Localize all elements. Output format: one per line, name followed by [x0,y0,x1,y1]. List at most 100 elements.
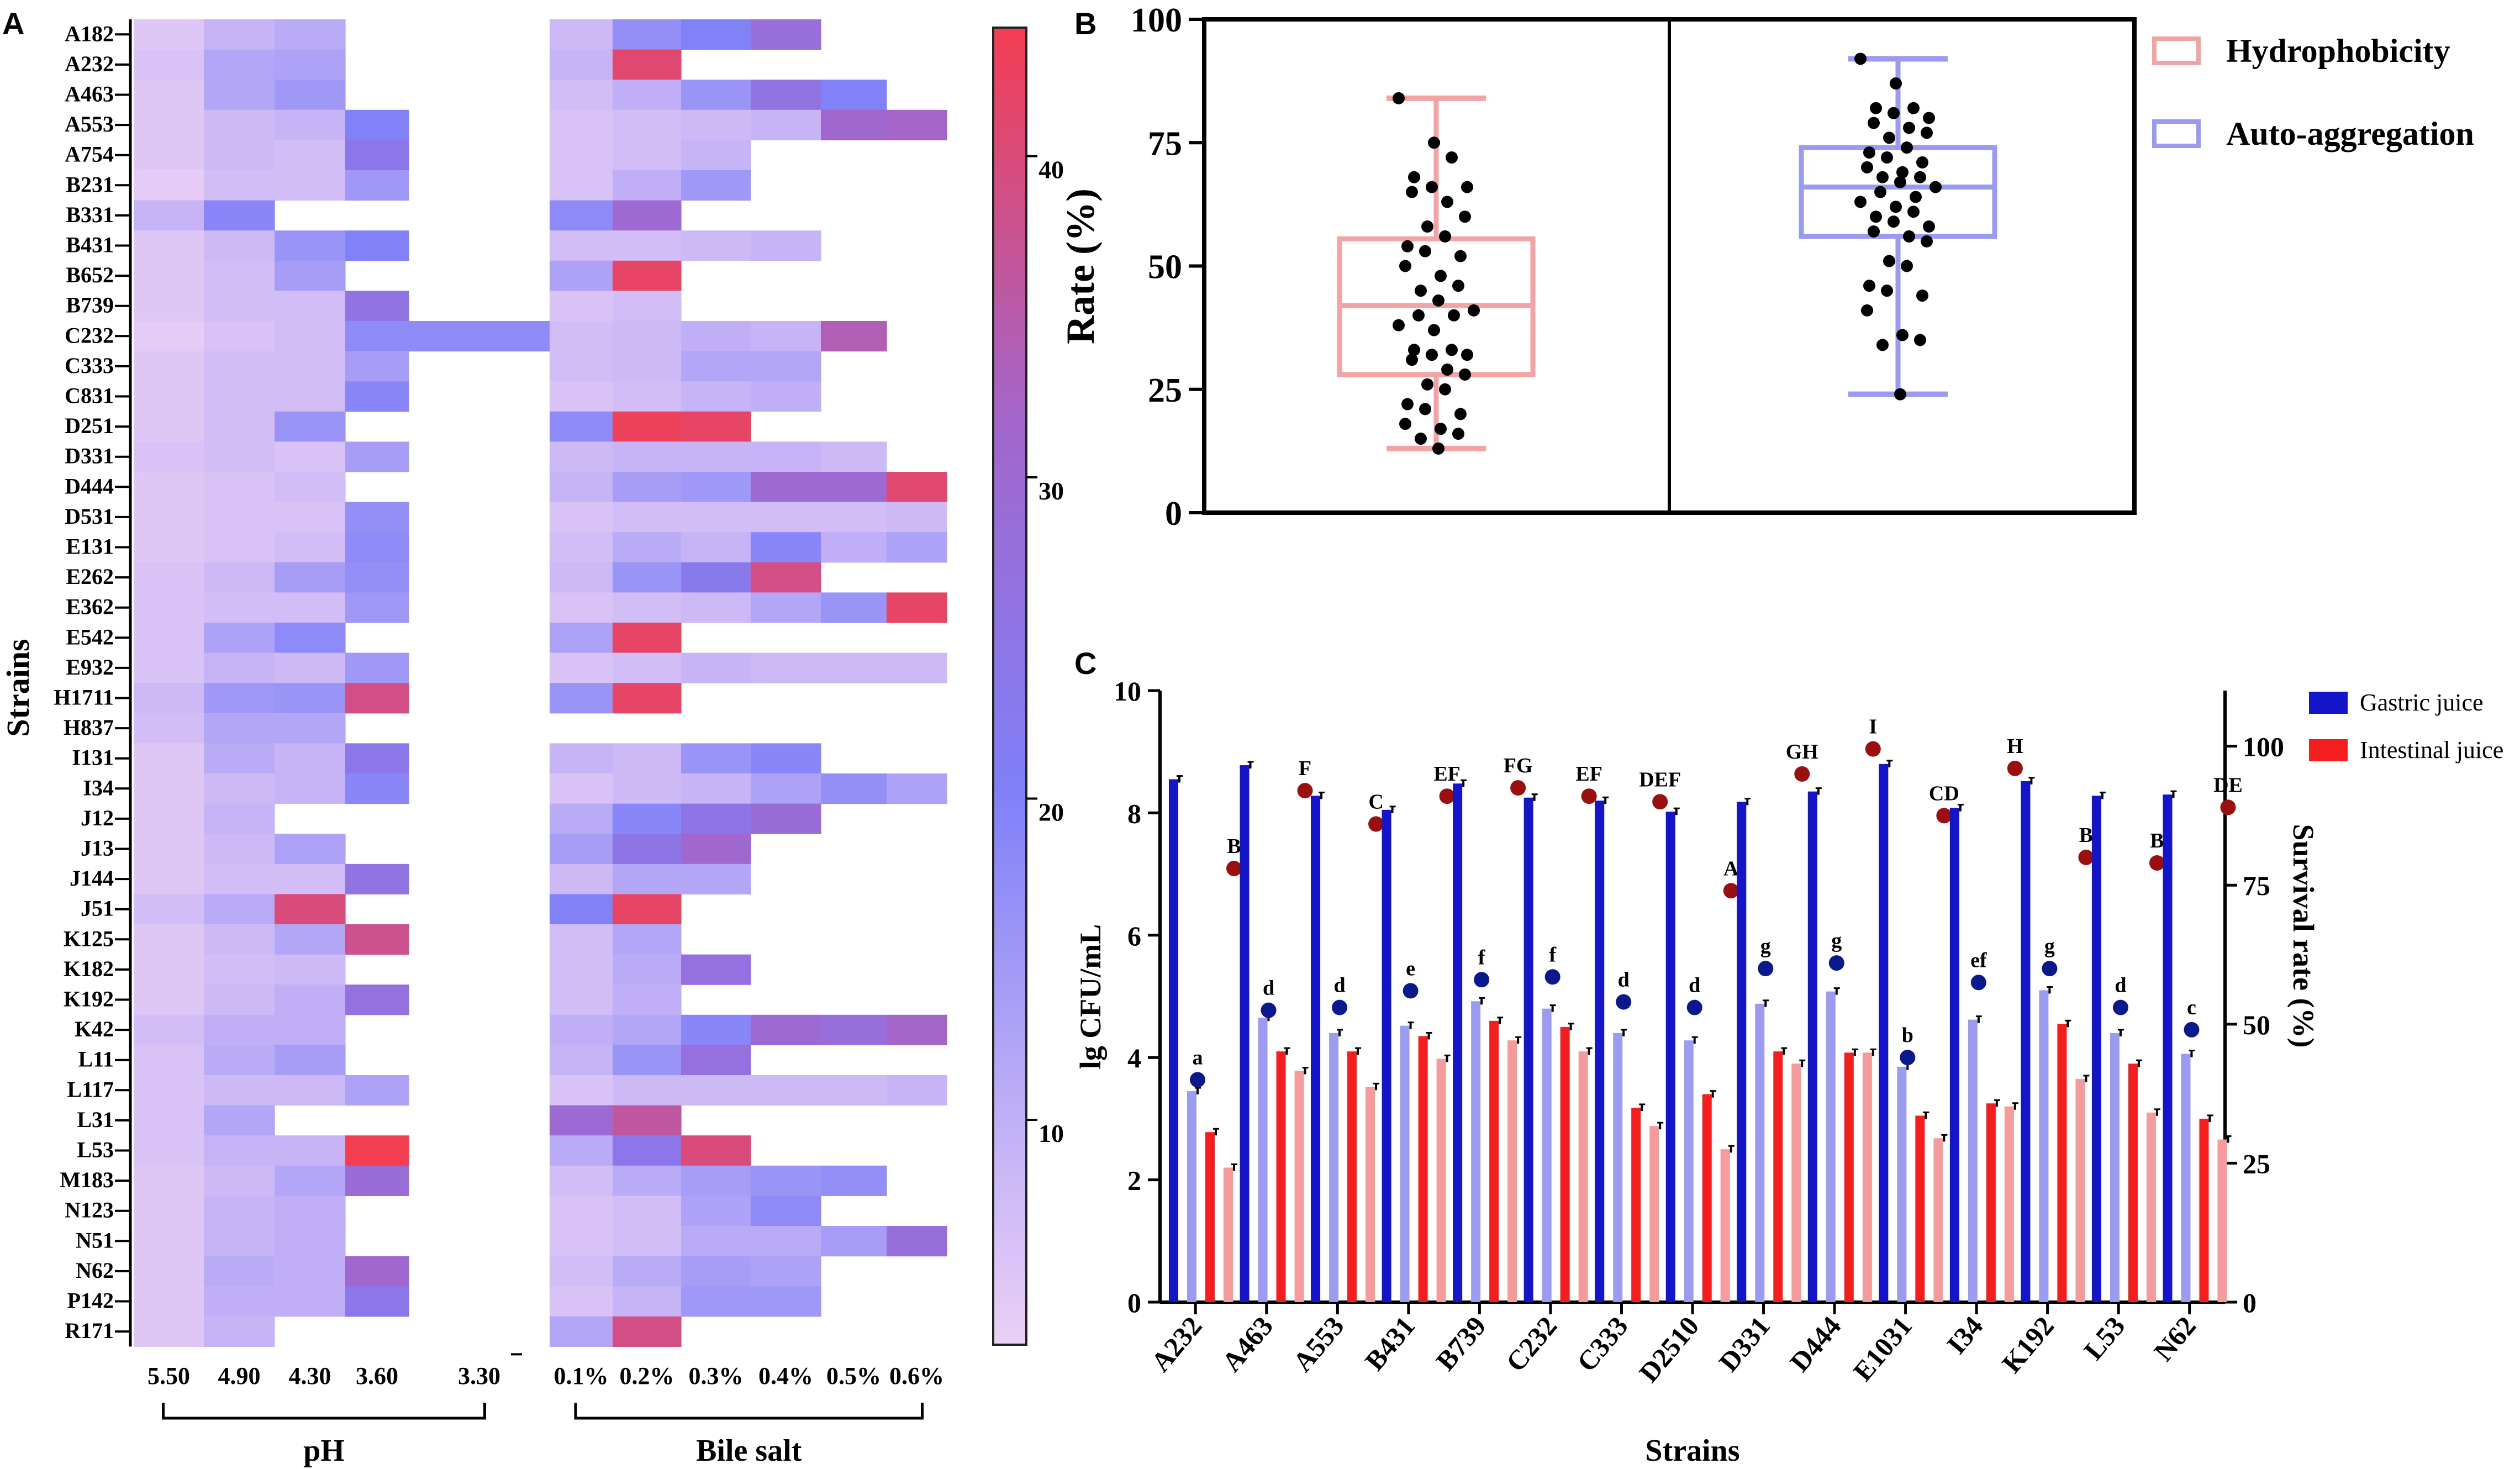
heatmap-cell [613,652,682,683]
heatmap-cell [134,411,204,442]
survival-intestinal-point [1936,808,1952,824]
heatmap-cell [275,411,346,442]
heatmap-row-label: E542 [66,624,114,649]
heatmap-cell [550,260,613,291]
heatmap-cell [345,743,409,774]
legend-swatch [2152,119,2201,148]
intestinal-before-bar [1773,1051,1783,1302]
gastric-before-bar [2163,794,2173,1302]
intestinal-before-bar [1702,1094,1712,1302]
box-data-point [1421,378,1433,391]
box-data-point [1896,166,1909,178]
heatmap-cell [275,260,346,291]
gastric-before-bar [1311,796,1321,1302]
heatmap-cell [550,894,613,925]
box-data-point [1890,201,1902,213]
heatmap-cell [275,864,346,894]
bar-x-tick-label: C333 [1571,1310,1634,1377]
gastric-after-bar [1613,1033,1623,1302]
bar-y2-tick-label: 75 [2243,870,2270,901]
heatmap-cell [275,49,346,80]
heatmap-cell [821,773,887,804]
heatmap-cell [681,351,751,382]
heatmap-cell [550,291,613,322]
heatmap-row-label: K182 [64,956,114,981]
heatmap-cell [681,441,751,472]
heatmap-cell [204,562,275,593]
heatmap-cell [613,803,682,834]
intestinal-after-bar [1862,1052,1872,1302]
survival-intestinal-letter: DE [2213,773,2243,797]
heatmap-cell [204,441,275,472]
heatmap-cell [204,1075,275,1106]
heatmap-cell [345,381,409,412]
intestinal-after-bar [1507,1040,1517,1302]
box-data-point [1421,220,1433,233]
heatmap-cell [204,592,275,623]
colorbar-tick-label: 20 [1038,798,1064,826]
heatmap-cell [204,984,275,1015]
intestinal-before-bar [1560,1026,1570,1302]
heatmap-cell [613,683,682,714]
gastric-after-bar [1400,1025,1410,1302]
heatmap-cell [550,411,613,442]
heatmap-column-label: 4.30 [289,1362,331,1389]
intestinal-before-bar [2199,1118,2209,1302]
survival-intestinal-point [1723,883,1739,899]
heatmap-row-label: D444 [65,473,114,498]
bar-legend-swatch [2309,692,2348,714]
heatmap-cell [550,562,613,593]
heatmap-cell [681,321,751,352]
survival-gastric-point [1758,961,1774,977]
heatmap-cell [134,683,204,714]
heatmap-cell [681,140,751,171]
heatmap-cell [134,140,204,171]
heatmap-cell [275,1165,346,1196]
gastric-after-bar [1684,1040,1694,1302]
heatmap-cell [751,743,821,774]
heatmap-cell [345,140,409,171]
survival-intestinal-point [1652,794,1668,810]
heatmap-cell [134,713,204,744]
gastric-after-bar [1968,1019,1978,1302]
heatmap-cell [275,834,346,865]
panel-c-survival-bars: C lg CFU/mL Survival rate (%) Strains 0 2… [1074,646,2503,1468]
box-data-point [1894,388,1906,401]
survival-intestinal-letter: DEF [1639,768,1681,791]
gastric-before-bar [1879,764,1889,1302]
gastric-before-bar [1665,812,1675,1302]
heatmap-cell [887,652,947,683]
heatmap-cell [681,1256,751,1287]
box-data-point [1401,240,1414,252]
heatmap-cell [275,170,346,201]
gastric-before-bar [1523,797,1533,1302]
bar-y2-axis-label: Survival rate (%) [2287,824,2320,1048]
survival-gastric-point [2042,961,2058,977]
heatmap-row-label: D251 [65,413,114,438]
heatmap-cell [550,472,613,503]
heatmap-row-label: B431 [66,233,114,257]
survival-intestinal-letter: CD [1929,782,1959,805]
heatmap-cell [409,321,550,352]
heatmap-cell [204,532,275,563]
heatmap-cell [821,109,887,140]
heatmap-cell [134,592,204,623]
heatmap-column-label: 0.4% [758,1362,813,1389]
survival-intestinal-point [1368,816,1384,832]
heatmap-cell [275,924,346,955]
heatmap-cell [275,1135,346,1166]
heatmap-row-label: A553 [65,112,114,136]
bar-y2-tick-label: 0 [2243,1287,2257,1318]
heatmap-cell [550,321,613,352]
bar-x-tick-label: N62 [2148,1310,2202,1367]
heatmap-cell [345,562,409,593]
survival-intestinal-letter: B [2079,824,2093,847]
heatmap-cell [275,713,346,744]
heatmap-cell [275,954,346,985]
heatmap-cell [204,230,275,261]
box-data-point [1439,383,1451,396]
box-data-point [1901,260,1913,272]
box-data-point [1861,161,1873,173]
heatmap-cell [204,291,275,322]
gastric-before-bar [2091,796,2101,1302]
